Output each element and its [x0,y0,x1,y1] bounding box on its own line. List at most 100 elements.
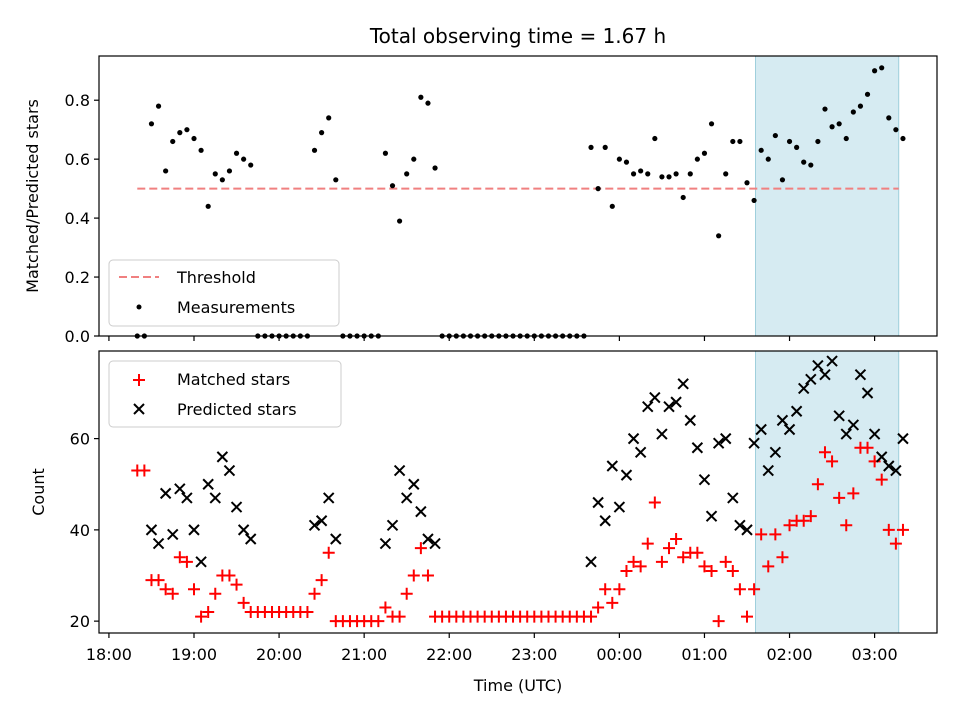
predicted-star-point [202,478,214,490]
measurement-point [694,156,700,162]
predicted-star-points [145,355,909,568]
measurement-point [716,233,722,239]
measurement-point [850,109,856,115]
matched-star-point [400,587,413,600]
predicted-star-point [769,446,782,459]
measurement-point [708,121,715,127]
predicted-star-point [691,442,704,454]
measurement-point [623,159,630,165]
predicted-star-point [656,428,668,440]
matched-star-point [599,583,612,596]
matched-star-point [875,473,888,486]
matched-star-point [847,487,860,500]
predicted-star-point [854,369,867,381]
measurement-point [205,203,211,209]
predicted-star-point [223,464,236,477]
predicted-star-point [393,464,406,477]
matched-star-point [585,610,598,623]
measurement-point [879,65,885,71]
predicted-star-point [826,355,838,367]
matched-star-point [840,519,853,532]
measurement-point [248,162,254,168]
count-panel: 20 40 60 18:00 19:00 20:00 21:00 22:00 23:00 00:… [29,350,938,695]
predicted-star-point [783,423,796,436]
predicted-star-point [812,359,824,372]
matched-star-point [414,542,427,555]
measurement-point [886,115,892,121]
measurement-point [602,144,608,150]
matched-star-point [804,510,817,523]
predicted-star-point [429,537,441,550]
measurement-point [319,130,325,136]
matched-star-point [195,610,208,623]
y-axis-label-top: Matched/Predicted stars [23,99,42,293]
matched-star-point [379,601,392,614]
measurement-point [836,121,842,127]
matched-star-points [131,441,909,628]
legend-predicted-label: Predicted stars [177,400,297,419]
predicted-star-point [181,492,193,504]
predicted-star-point [379,537,392,550]
x-ticks-top [108,336,876,341]
legend-box-top [108,259,340,327]
measurement-point [857,103,864,109]
matched-star-point [159,583,172,596]
matched-star-point [315,574,328,587]
measurement-point [397,218,403,224]
ratio-panel: 0.0 0.2 0.4 0.6 0.8 Total observing time = 1… [23,24,938,346]
measurement-point [184,127,190,133]
matched-star-point [641,537,654,550]
legend-bottom: Matched stars Predicted stars [108,360,342,428]
measurement-point [801,159,807,165]
matched-star-point [663,542,676,555]
measurement-point [829,124,835,130]
measurement-point [638,168,644,174]
matched-star-point [308,587,321,600]
predicted-star-point [386,519,399,532]
y-tick-label: 0.4 [65,209,90,228]
measurement-point [808,162,814,168]
matched-star-point [861,441,874,454]
predicted-star-point [698,473,711,486]
matched-star-point [634,560,647,573]
measurement-point [786,138,793,145]
predicted-star-point [308,519,321,532]
highlight-span-top [755,55,900,337]
measurement-point [616,156,622,162]
measurement-point [389,183,396,189]
matched-star-point [223,569,236,582]
x-tick-label: 03:00 [852,645,898,664]
matched-star-point [889,537,902,550]
measurement-point [822,106,828,112]
measurement-point [730,138,736,145]
measurement-point [432,165,438,171]
legend-predicted-swatch [133,403,145,415]
predicted-star-point [599,515,611,527]
matched-star-point [138,464,151,477]
y-tick-label: 40 [70,521,90,540]
matched-star-point [230,578,243,591]
measurement-point [843,135,849,142]
measurement-point [701,150,708,156]
matched-star-point [202,606,215,619]
measurement-point [326,115,332,121]
x-tick-label: 20:00 [256,645,302,664]
predicted-star-point [627,432,640,445]
measurement-point [411,156,417,162]
matched-star-point [620,564,633,577]
predicted-star-point [322,492,335,504]
measurement-point [900,135,906,142]
matched-star-point [670,533,683,545]
predicted-star-point [315,515,328,527]
predicted-star-point [727,492,739,504]
x-tick-label: 21:00 [341,645,387,664]
measurement-point [652,135,658,142]
predicted-star-point [790,405,803,417]
predicted-star-point [890,464,902,477]
matched-star-point [826,455,839,468]
measurement-point [418,94,424,100]
predicted-star-point [174,483,186,495]
legend-threshold-label: Threshold [176,268,256,287]
measurement-point [645,171,651,177]
